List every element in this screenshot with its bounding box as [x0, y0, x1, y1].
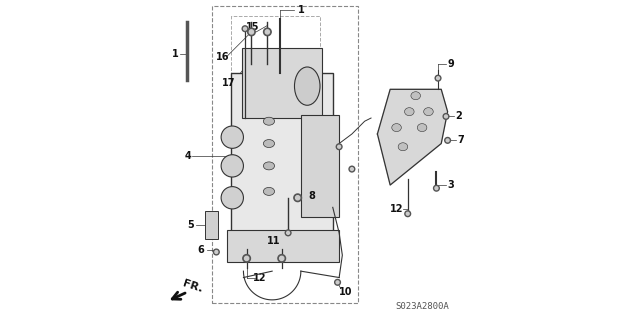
Circle shape — [436, 77, 440, 80]
Circle shape — [280, 256, 284, 261]
Circle shape — [433, 185, 439, 191]
Circle shape — [248, 28, 255, 36]
Bar — [301, 115, 339, 217]
Text: 6: 6 — [197, 245, 204, 256]
Ellipse shape — [221, 155, 243, 177]
Circle shape — [435, 75, 441, 81]
Circle shape — [243, 255, 250, 262]
Circle shape — [287, 232, 289, 234]
Text: FR.: FR. — [181, 278, 204, 294]
Circle shape — [264, 28, 271, 36]
Circle shape — [265, 30, 269, 34]
Circle shape — [349, 166, 355, 172]
Text: 16: 16 — [216, 52, 230, 63]
Circle shape — [244, 256, 249, 261]
Circle shape — [242, 26, 248, 32]
Bar — [212, 6, 358, 303]
Bar — [230, 73, 333, 239]
Polygon shape — [378, 89, 447, 185]
Ellipse shape — [424, 108, 433, 116]
Text: S023A2800A: S023A2800A — [396, 302, 449, 311]
Text: 15: 15 — [246, 22, 260, 32]
Circle shape — [285, 230, 291, 236]
Circle shape — [278, 255, 285, 262]
Text: 1: 1 — [172, 49, 178, 59]
Text: 4: 4 — [184, 151, 191, 161]
Text: 9: 9 — [447, 59, 454, 69]
Ellipse shape — [264, 117, 275, 125]
Text: 7: 7 — [457, 135, 464, 145]
Circle shape — [250, 30, 253, 34]
Text: 10: 10 — [339, 287, 352, 297]
Circle shape — [446, 139, 449, 142]
Text: 2: 2 — [456, 111, 462, 122]
Bar — [205, 211, 218, 239]
Ellipse shape — [404, 108, 414, 116]
Circle shape — [406, 212, 409, 215]
Ellipse shape — [221, 187, 243, 209]
Text: 8: 8 — [308, 191, 316, 201]
Circle shape — [336, 281, 339, 284]
Circle shape — [215, 251, 218, 253]
Circle shape — [445, 115, 447, 118]
Bar — [242, 48, 321, 118]
Ellipse shape — [411, 92, 420, 100]
Circle shape — [296, 196, 300, 200]
Circle shape — [335, 279, 340, 285]
Text: 11: 11 — [267, 236, 280, 246]
Ellipse shape — [264, 139, 275, 148]
Text: 5: 5 — [188, 220, 194, 230]
Text: 12: 12 — [390, 204, 403, 214]
Ellipse shape — [392, 123, 401, 132]
Circle shape — [351, 168, 353, 170]
Ellipse shape — [264, 188, 275, 195]
Bar — [230, 16, 320, 153]
Circle shape — [445, 137, 451, 143]
Ellipse shape — [398, 143, 408, 151]
Circle shape — [435, 187, 438, 189]
Circle shape — [336, 144, 342, 150]
Circle shape — [244, 27, 246, 30]
Bar — [227, 230, 339, 262]
Text: 17: 17 — [222, 78, 236, 88]
Circle shape — [338, 145, 340, 148]
Text: 12: 12 — [253, 272, 266, 283]
Text: 1: 1 — [298, 4, 304, 15]
Ellipse shape — [221, 126, 243, 148]
Circle shape — [214, 249, 219, 255]
Ellipse shape — [294, 67, 320, 105]
Circle shape — [443, 114, 449, 119]
Circle shape — [405, 211, 411, 217]
Text: 3: 3 — [447, 180, 454, 190]
Ellipse shape — [417, 123, 427, 132]
Ellipse shape — [264, 162, 275, 170]
Circle shape — [294, 194, 301, 202]
